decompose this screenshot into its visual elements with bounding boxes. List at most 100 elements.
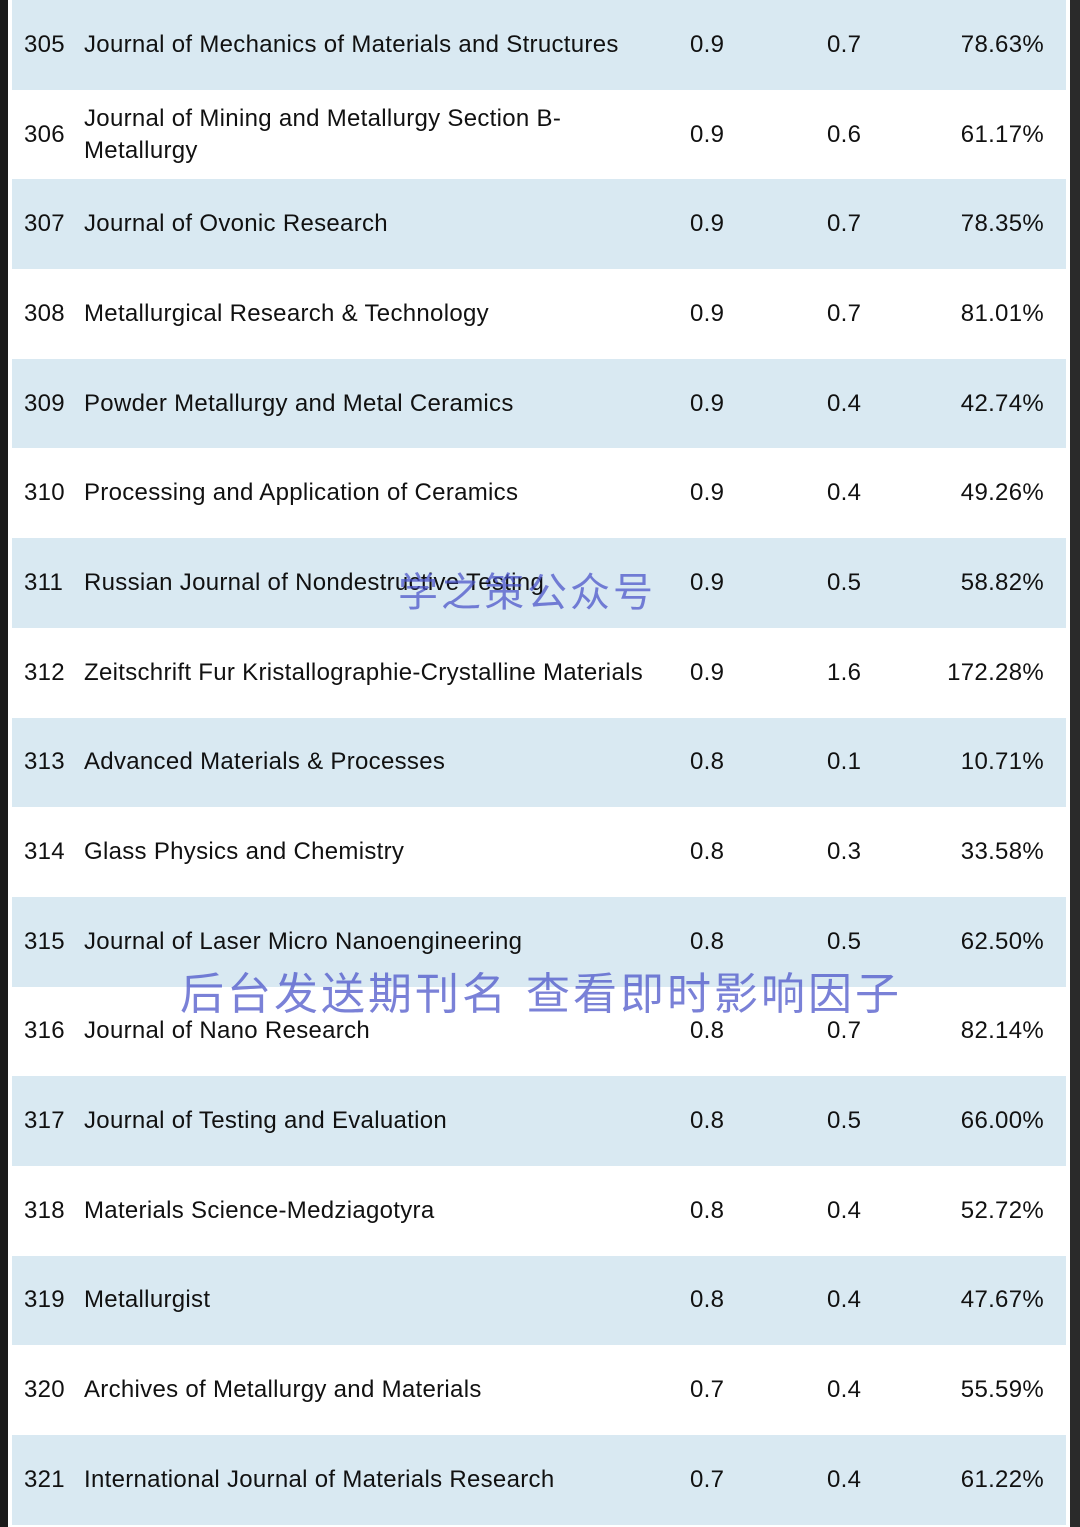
table-row: 306 Journal of Mining and Metallurgy Sect… <box>12 89 1066 180</box>
value-1-cell: 0.9 <box>690 389 725 417</box>
rank-cell: 317 <box>24 1107 65 1135</box>
value-2-cell: 0.7 <box>827 299 862 327</box>
journal-title-cell: Advanced Materials & Processes <box>84 748 446 776</box>
rank-cell: 307 <box>24 210 65 238</box>
journal-title-cell: Processing and Application of Ceramics <box>84 479 519 507</box>
percentage-cell: 10.71% <box>960 748 1044 776</box>
table-row: 318 Materials Science-Medziagotyra 0.8 0.4 5… <box>12 1165 1066 1256</box>
percentage-cell: 82.14% <box>960 1017 1044 1045</box>
percentage-cell: 66.00% <box>960 1107 1044 1135</box>
value-1-cell: 0.8 <box>690 748 725 776</box>
value-1-cell: 0.8 <box>690 1196 725 1224</box>
table-row: 314 Glass Physics and Chemistry 0.8 0.3 33.5… <box>12 807 1066 897</box>
watermark-bottom: 后台发送期刊名 查看即时影响因子 <box>180 969 902 1020</box>
value-1-cell: 0.8 <box>690 1286 725 1314</box>
percentage-cell: 62.50% <box>960 927 1044 955</box>
percentage-cell: 33.58% <box>960 838 1044 866</box>
rank-cell: 312 <box>24 658 65 686</box>
journal-title-cell: Metallurgist <box>84 1286 211 1314</box>
table-row: 319 Metallurgist 0.8 0.4 47.67% <box>12 1255 1066 1346</box>
value-2-cell: 0.7 <box>827 1017 862 1045</box>
value-2-cell: 0.7 <box>827 30 862 58</box>
journal-table: 305 Journal of Mechanics of Materials and… <box>12 0 1066 1525</box>
percentage-cell: 81.01% <box>960 299 1044 327</box>
journal-title-cell: Materials Science-Medziagotyra <box>84 1196 435 1224</box>
value-2-cell: 0.4 <box>827 1196 862 1224</box>
percentage-cell: 52.72% <box>960 1196 1044 1224</box>
table-row: 317 Journal of Testing and Evaluation 0.8 0… <box>12 1076 1066 1166</box>
value-1-cell: 0.8 <box>690 1107 725 1135</box>
value-1-cell: 0.7 <box>690 1376 725 1404</box>
value-2-cell: 0.6 <box>827 120 862 148</box>
percentage-cell: 172.28% <box>947 658 1044 686</box>
journal-title-cell: Metallurgical Research & Technology <box>84 299 489 327</box>
value-2-cell: 0.5 <box>827 1107 862 1135</box>
value-1-cell: 0.9 <box>690 120 725 148</box>
table-row: 309 Powder Metallurgy and Metal Ceramics 0… <box>12 358 1066 449</box>
value-2-cell: 0.5 <box>827 568 862 596</box>
journal-title-cell: Journal of Mining and Metallurgy Section… <box>84 104 562 164</box>
table-row: 321 International Journal of Materials Re… <box>12 1435 1066 1525</box>
value-2-cell: 0.1 <box>827 748 862 776</box>
rank-cell: 313 <box>24 748 65 776</box>
journal-title-cell: International Journal of Materials Resea… <box>84 1465 555 1493</box>
journal-title-cell: Journal of Testing and Evaluation <box>84 1107 448 1135</box>
value-2-cell: 0.4 <box>827 1465 862 1493</box>
value-2-cell: 0.4 <box>827 1376 862 1404</box>
percentage-cell: 78.63% <box>960 30 1044 58</box>
journal-title-cell: Journal of Mechanics of Materials and St… <box>84 30 619 58</box>
table-row: 315 Journal of Laser Micro Nanoengineerin… <box>12 896 1066 987</box>
right-edge-border <box>1070 0 1080 1527</box>
percentage-cell: 55.59% <box>960 1376 1044 1404</box>
value-2-cell: 0.5 <box>827 927 862 955</box>
percentage-cell: 47.67% <box>960 1286 1044 1314</box>
rank-cell: 321 <box>24 1465 65 1493</box>
percentage-cell: 42.74% <box>960 389 1044 417</box>
rank-cell: 319 <box>24 1286 65 1314</box>
journal-title-cell: Journal of Nano Research <box>84 1017 371 1045</box>
value-1-cell: 0.9 <box>690 30 725 58</box>
journal-title-cell: Journal of Ovonic Research <box>84 210 388 238</box>
table-row: 305 Journal of Mechanics of Materials and… <box>12 0 1066 90</box>
journal-title-cell: Russian Journal of Nondestructive Testin… <box>84 568 545 596</box>
rank-cell: 311 <box>24 568 64 596</box>
value-1-cell: 0.9 <box>690 568 725 596</box>
rank-cell: 305 <box>24 30 65 58</box>
value-2-cell: 0.7 <box>827 210 862 238</box>
rank-cell: 316 <box>24 1017 65 1045</box>
value-1-cell: 0.8 <box>690 838 725 866</box>
percentage-cell: 61.17% <box>960 120 1044 148</box>
table-row: 316 Journal of Nano Research 0.8 0.7 82.14% <box>12 986 1066 1077</box>
value-2-cell: 1.6 <box>827 658 862 686</box>
table-row: 311 Russian Journal of Nondestructive Tes… <box>12 538 1066 628</box>
table-row: 308 Metallurgical Research & Technology 0.… <box>12 269 1066 359</box>
value-1-cell: 0.8 <box>690 927 725 955</box>
value-1-cell: 0.9 <box>690 299 725 327</box>
table-row: 310 Processing and Application of Ceramic… <box>12 448 1066 539</box>
rank-cell: 308 <box>24 299 65 327</box>
rank-cell: 306 <box>24 120 65 148</box>
journal-title-cell: Zeitschrift Fur Kristallographie-Crystal… <box>84 658 644 686</box>
value-1-cell: 0.9 <box>690 479 725 507</box>
percentage-cell: 58.82% <box>960 568 1044 596</box>
percentage-cell: 49.26% <box>960 479 1044 507</box>
value-2-cell: 0.4 <box>827 479 862 507</box>
table-row: 312 Zeitschrift Fur Kristallographie-Crys… <box>12 627 1066 718</box>
journal-title-cell: Glass Physics and Chemistry <box>84 838 405 866</box>
value-2-cell: 0.4 <box>827 1286 862 1314</box>
rank-cell: 310 <box>24 479 65 507</box>
value-1-cell: 0.8 <box>690 1017 725 1045</box>
rank-cell: 315 <box>24 927 65 955</box>
table-row: 307 Journal of Ovonic Research 0.9 0.7 78.35… <box>12 179 1066 270</box>
value-2-cell: 0.4 <box>827 389 862 417</box>
journal-title-cell: Journal of Laser Micro Nanoengineering <box>84 927 523 955</box>
rank-cell: 314 <box>24 838 65 866</box>
journal-title-cell: Powder Metallurgy and Metal Ceramics <box>84 389 514 417</box>
value-1-cell: 0.9 <box>690 658 725 686</box>
table-row: 320 Archives of Metallurgy and Materials 0… <box>12 1345 1066 1435</box>
rank-cell: 318 <box>24 1196 65 1224</box>
rank-cell: 320 <box>24 1376 65 1404</box>
value-1-cell: 0.9 <box>690 210 725 238</box>
left-edge-border <box>0 0 8 1527</box>
table-row: 313 Advanced Materials & Processes 0.8 0.1 1… <box>12 717 1066 808</box>
